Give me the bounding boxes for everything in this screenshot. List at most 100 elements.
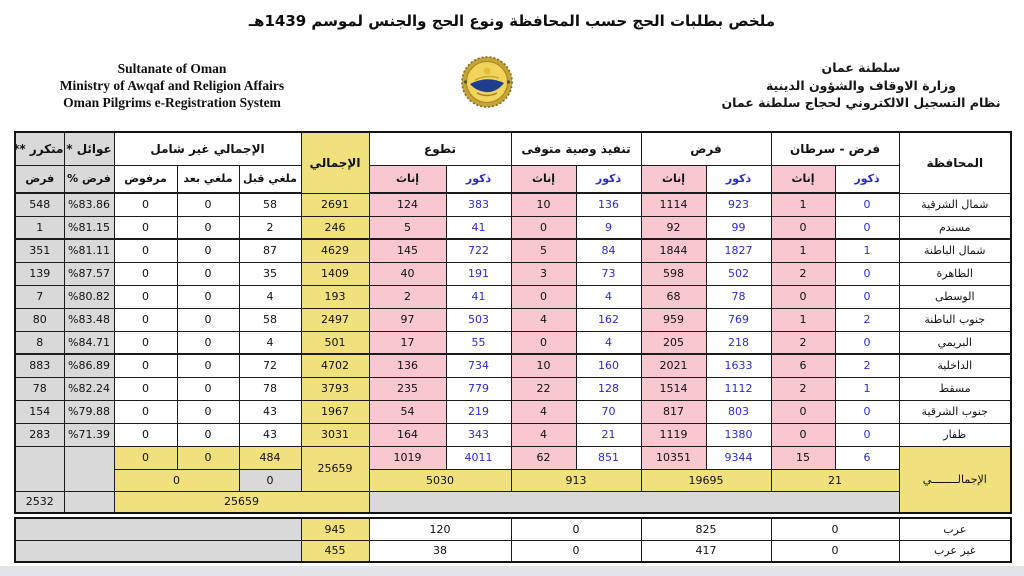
letterhead-arabic-line1: سلطنة عمان (821, 60, 901, 75)
governorate-cell: جنوب الشرقية (898, 399, 1012, 424)
group-header-fard-cancer: فرض - سرطان (770, 131, 900, 166)
cancer-female-cell: 2 (770, 261, 836, 286)
vol-male-cell: 734 (445, 353, 512, 378)
cancel-after-cell: 0 (176, 261, 240, 286)
governorate-row: الوسطى 0 0 78 68 4 0 41 2 193 4 0 0 %80.82 7 (14, 284, 1012, 309)
will-male-cell: 84 (575, 238, 642, 263)
totals-by-gender-row: الإجمالــــــــي 6 15 9344 10351 851 62 … (14, 445, 1012, 514)
vol-male-cell: 343 (445, 422, 512, 447)
families-percent-cell: %83.48 (63, 307, 115, 332)
repeat-fard-cell: 283 (14, 422, 65, 447)
cancer-female-cell: 2 (770, 376, 836, 401)
will-female-cell: 10 (510, 192, 577, 217)
cancel-before-cell: 4 (238, 284, 302, 309)
rejected-cell: 0 (113, 330, 178, 355)
totals-will-female: 62 (510, 445, 577, 470)
governorate-row: شمال الباطنة 1 1 1827 1844 84 5 722 145 4629 87 0 0%… (14, 238, 1012, 263)
cancel-after-cell: 0 (176, 238, 240, 263)
cancel-after-cell: 0 (176, 284, 240, 309)
vol-male-cell: 722 (445, 238, 512, 263)
fard-female-cell: 1514 (640, 376, 707, 401)
fard-female-cell: 1119 (640, 422, 707, 447)
governorate-row: جنوب الشرقية 0 0 803 817 70 4 219 54 1967 43 0 0 %79.… (14, 399, 1012, 424)
families-header-bottom: فرض % (63, 164, 115, 194)
vol-female-header: إناث (368, 164, 447, 194)
non-arab-gray-filler (14, 539, 302, 563)
row-total-cell: 2691 (300, 192, 370, 217)
totals-cancer-male: 6 (834, 445, 900, 470)
will-male-cell: 160 (575, 353, 642, 378)
cancer-male-cell: 0 (834, 192, 900, 217)
will-female-cell: 0 (510, 330, 577, 355)
governorate-row: الداخلية 2 6 1633 2021 160 10 734 136 4702 72 0 0 %86… (14, 353, 1012, 378)
ministry-seal-icon (461, 56, 513, 108)
non-arab-row: غير عرب 0 417 0 38 455 (14, 539, 1012, 563)
governorate-cell: البريمي (898, 330, 1012, 355)
row-total-cell: 501 (300, 330, 370, 355)
families-percent-cell: %80.82 (63, 284, 115, 309)
fard-female-cell: 1114 (640, 192, 707, 217)
vol-male-cell: 383 (445, 192, 512, 217)
fard-male-cell: 923 (705, 192, 772, 217)
row-total-cell: 1409 (300, 261, 370, 286)
cancel-after-cell: 0 (176, 353, 240, 378)
grand-total-value: 25659 (300, 445, 370, 492)
rejected-cell: 0 (113, 215, 178, 240)
vol-female-cell: 97 (368, 307, 447, 332)
fard-female-cell: 1844 (640, 238, 707, 263)
cancel-before-cell: 43 (238, 399, 302, 424)
cancer-female-cell: 1 (770, 192, 836, 217)
governorate-row: مسندم 0 0 99 92 9 0 41 5 246 2 0 0 %81.15 1 (14, 215, 1012, 240)
fard-female-cell: 598 (640, 261, 707, 286)
governorate-row: مسقط 1 2 1112 1514 128 22 779 235 3793 78 0 0 %82.24 7… (14, 376, 1012, 401)
fard-male-cell: 502 (705, 261, 772, 286)
non-arab-fard: 417 (640, 539, 772, 563)
arab-gray-filler (14, 517, 302, 541)
cancer-female-cell: 0 (770, 422, 836, 447)
will-male-cell: 136 (575, 192, 642, 217)
cancel-after-cell: 0 (176, 376, 240, 401)
cancer-female-header: إناث (770, 164, 836, 194)
fard-female-cell: 959 (640, 307, 707, 332)
totals-gray-filler (368, 490, 900, 514)
families-percent-cell: %83.86 (63, 192, 115, 217)
totals-cancer: 21 (770, 468, 900, 492)
vol-male-header: ذكور (445, 164, 512, 194)
will-male-cell: 73 (575, 261, 642, 286)
arab-total: 945 (300, 517, 370, 541)
totals-repeated: 2532 (14, 490, 65, 514)
rejected-cell: 0 (113, 376, 178, 401)
group-header-total-excluding: الإجمالي غير شامل (113, 131, 302, 166)
families-percent-cell: %82.24 (63, 376, 115, 401)
repeat-fard-cell: 1 (14, 215, 65, 240)
families-percent-cell: %71.39 (63, 422, 115, 447)
governorate-cell: مسقط (898, 376, 1012, 401)
fard-male-cell: 803 (705, 399, 772, 424)
governorate-cell: الداخلية (898, 353, 1012, 378)
vol-female-cell: 124 (368, 192, 447, 217)
totals-vol: 5030 (368, 468, 512, 492)
governorate-cell: الوسطى (898, 284, 1012, 309)
fard-male-cell: 769 (705, 307, 772, 332)
letterhead-arabic-line3: نظام التسجيل الالكتروني لحجاج سلطنة عمان (721, 95, 1001, 110)
rejected-cell: 0 (113, 192, 178, 217)
will-female-cell: 4 (510, 422, 577, 447)
fard-female-cell: 2021 (640, 353, 707, 378)
vol-female-cell: 5 (368, 215, 447, 240)
rejected-cell: 0 (113, 238, 178, 263)
arab-fard: 825 (640, 517, 772, 541)
will-female-cell: 3 (510, 261, 577, 286)
vol-female-cell: 2 (368, 284, 447, 309)
letterhead-english-line3: Oman Pilgrims e-Registration System (63, 95, 281, 110)
governorate-row: شمال الشرقية 0 1 923 1114 136 10 383 124 2691 58 0 0… (14, 192, 1012, 217)
will-female-cell: 0 (510, 215, 577, 240)
rejected-cell: 0 (113, 284, 178, 309)
totals-by-type-row: 21 19695 913 5030 0 0 (15, 468, 1011, 492)
repeat-fard-cell: 139 (14, 261, 65, 286)
rejected-cell: 0 (113, 307, 178, 332)
group-header-deceased-will: تنفيذ وصية متوفى (510, 131, 642, 166)
vol-male-cell: 219 (445, 399, 512, 424)
letterhead-english: Sultanate of Oman Ministry of Awqaf and … (14, 60, 330, 111)
fard-male-header: ذكور (705, 164, 772, 194)
row-total-cell: 3793 (300, 376, 370, 401)
